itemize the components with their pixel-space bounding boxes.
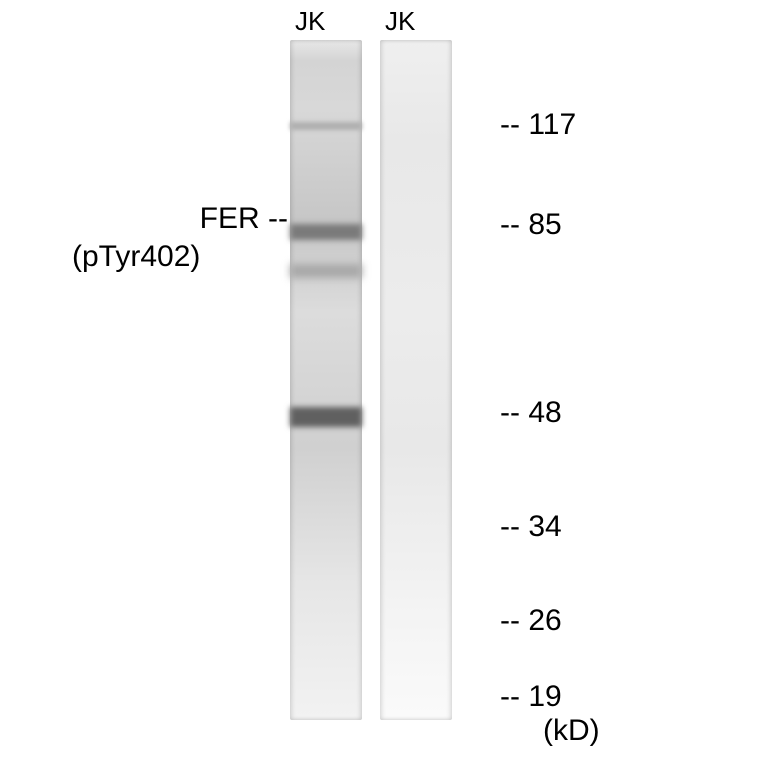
- blot-band: [290, 407, 362, 427]
- blot-band: [290, 122, 362, 130]
- mw-marker: -- 85: [500, 208, 562, 242]
- mw-marker: -- 34: [500, 510, 562, 544]
- lane-header: JK: [295, 6, 325, 37]
- blot-band: [290, 264, 362, 278]
- blot-band: [290, 224, 362, 240]
- protein-label-line2: (pTyr402): [72, 240, 200, 274]
- mw-marker: -- 48: [500, 396, 562, 430]
- mw-marker: -- 117: [500, 108, 576, 142]
- lane-header: JK: [385, 6, 415, 37]
- blot-lane: [290, 40, 362, 720]
- unit-label: (kD): [543, 714, 600, 748]
- mw-marker: -- 26: [500, 604, 562, 638]
- mw-marker: -- 19: [500, 680, 562, 714]
- protein-label-line1: FER --: [88, 202, 288, 236]
- blot-lane: [380, 40, 452, 720]
